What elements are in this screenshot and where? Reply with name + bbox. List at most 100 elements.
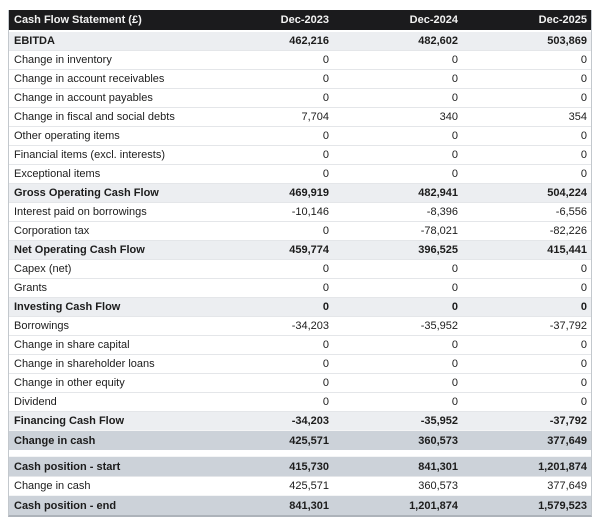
row-label: Change in share capital — [9, 335, 204, 355]
cell-value: -35,952 — [333, 316, 462, 336]
cell-value: 462,216 — [204, 31, 333, 51]
column-header-dec-2023: Dec-2023 — [204, 10, 333, 31]
cell-value: -37,792 — [462, 316, 591, 336]
row-label: Other operating items — [9, 126, 204, 146]
table-row: Cash position - end 841,301 1,201,874 1,579… — [9, 495, 591, 515]
cell-value: 504,224 — [462, 183, 591, 203]
cell-value: 0 — [462, 69, 591, 89]
cell-value: 0 — [333, 164, 462, 184]
row-label: Interest paid on borrowings — [9, 202, 204, 222]
table-row: Grants 0 0 0 — [9, 278, 591, 298]
cell-value: -82,226 — [462, 221, 591, 241]
cell-value: -78,021 — [333, 221, 462, 241]
row-label: Exceptional items — [9, 164, 204, 184]
table-row: Change in inventory 0 0 0 — [9, 50, 591, 70]
table-row: Change in fiscal and social debts 7,704 34… — [9, 107, 591, 127]
cell-value: 0 — [333, 69, 462, 89]
cell-value: -35,952 — [333, 411, 462, 431]
cell-value: 0 — [462, 392, 591, 412]
column-header-dec-2025: Dec-2025 — [462, 10, 591, 31]
row-label: Net Operating Cash Flow — [9, 240, 204, 260]
cell-value: 482,941 — [333, 183, 462, 203]
cell-value: 0 — [333, 278, 462, 298]
row-label: Investing Cash Flow — [9, 297, 204, 317]
cell-value: -10,146 — [204, 202, 333, 222]
cell-value: 459,774 — [204, 240, 333, 260]
cell-value: 841,301 — [333, 456, 462, 477]
cell-value: 0 — [462, 50, 591, 70]
cell-value: -6,556 — [462, 202, 591, 222]
cell-value: 0 — [462, 297, 591, 317]
table-title: Cash Flow Statement (£) — [9, 10, 204, 31]
table-row: Financial items (excl. interests) 0 0 0 — [9, 145, 591, 165]
cell-value: 0 — [462, 259, 591, 279]
cell-value: 0 — [462, 354, 591, 374]
table-row: Change in shareholder loans 0 0 0 — [9, 354, 591, 374]
table-row: Change in account payables 0 0 0 — [9, 88, 591, 108]
cell-value: -8,396 — [333, 202, 462, 222]
cell-value: 1,201,874 — [462, 456, 591, 477]
row-label: Change in cash — [9, 430, 204, 451]
cell-value: 482,602 — [333, 31, 462, 51]
cell-value: 360,573 — [333, 430, 462, 451]
row-label: Change in shareholder loans — [9, 354, 204, 374]
row-label: Capex (net) — [9, 259, 204, 279]
cash-flow-table: Cash Flow Statement (£) Dec-2023 Dec-202… — [8, 10, 592, 517]
table-row: Change in share capital 0 0 0 — [9, 335, 591, 355]
row-label: Corporation tax — [9, 221, 204, 241]
table-body: EBITDA 462,216 482,602 503,869 Change in inv… — [9, 31, 591, 515]
cell-value: 360,573 — [333, 476, 462, 496]
cell-value: 0 — [462, 145, 591, 165]
row-label: Cash position - end — [9, 495, 204, 515]
cell-value: 0 — [204, 278, 333, 298]
row-label: Change in account receivables — [9, 69, 204, 89]
table-row: Change in cash 425,571 360,573 377,649 — [9, 430, 591, 451]
row-label: Change in account payables — [9, 88, 204, 108]
cell-value: 0 — [333, 297, 462, 317]
cell-value: 396,525 — [333, 240, 462, 260]
table-row: Exceptional items 0 0 0 — [9, 164, 591, 184]
cell-value: 377,649 — [462, 476, 591, 496]
cell-value: 425,571 — [204, 476, 333, 496]
cell-value: 0 — [333, 50, 462, 70]
cell-value: 841,301 — [204, 495, 333, 515]
cell-value: 0 — [204, 221, 333, 241]
cell-value: 503,869 — [462, 31, 591, 51]
cell-value: 354 — [462, 107, 591, 127]
header-row: Cash Flow Statement (£) Dec-2023 Dec-202… — [9, 10, 591, 31]
cash-flow-statement: Cash Flow Statement (£) Dec-2023 Dec-202… — [9, 10, 591, 515]
table-header: Cash Flow Statement (£) Dec-2023 Dec-202… — [9, 10, 591, 31]
row-label: Change in inventory — [9, 50, 204, 70]
row-label: Change in fiscal and social debts — [9, 107, 204, 127]
row-label: Financing Cash Flow — [9, 411, 204, 431]
cell-value: 0 — [333, 392, 462, 412]
table-row: Net Operating Cash Flow 459,774 396,525 415… — [9, 240, 591, 260]
cell-value: 0 — [204, 50, 333, 70]
cell-value: 0 — [333, 88, 462, 108]
spacer-cell — [9, 450, 591, 457]
table-row: Change in other equity 0 0 0 — [9, 373, 591, 393]
cell-value: 415,441 — [462, 240, 591, 260]
cell-value: 0 — [204, 145, 333, 165]
cell-value: 0 — [204, 354, 333, 374]
cell-value: -34,203 — [204, 411, 333, 431]
table-row: EBITDA 462,216 482,602 503,869 — [9, 31, 591, 51]
cell-value: 425,571 — [204, 430, 333, 451]
cell-value: 0 — [204, 373, 333, 393]
table-row: Other operating items 0 0 0 — [9, 126, 591, 146]
cell-value: 0 — [462, 278, 591, 298]
cell-value: -34,203 — [204, 316, 333, 336]
cell-value: 0 — [333, 259, 462, 279]
cell-value: 0 — [462, 164, 591, 184]
cell-value: 340 — [333, 107, 462, 127]
cell-value: 469,919 — [204, 183, 333, 203]
cell-value: 0 — [333, 335, 462, 355]
row-label: Financial items (excl. interests) — [9, 145, 204, 165]
cell-value: 0 — [204, 126, 333, 146]
cell-value: 0 — [204, 335, 333, 355]
cell-value: 0 — [204, 164, 333, 184]
table-row: Change in cash 425,571 360,573 377,649 — [9, 476, 591, 496]
cell-value: 0 — [204, 69, 333, 89]
table-row: Financing Cash Flow -34,203 -35,952 -37,792 — [9, 411, 591, 431]
table-row: Interest paid on borrowings -10,146 -8,396… — [9, 202, 591, 222]
